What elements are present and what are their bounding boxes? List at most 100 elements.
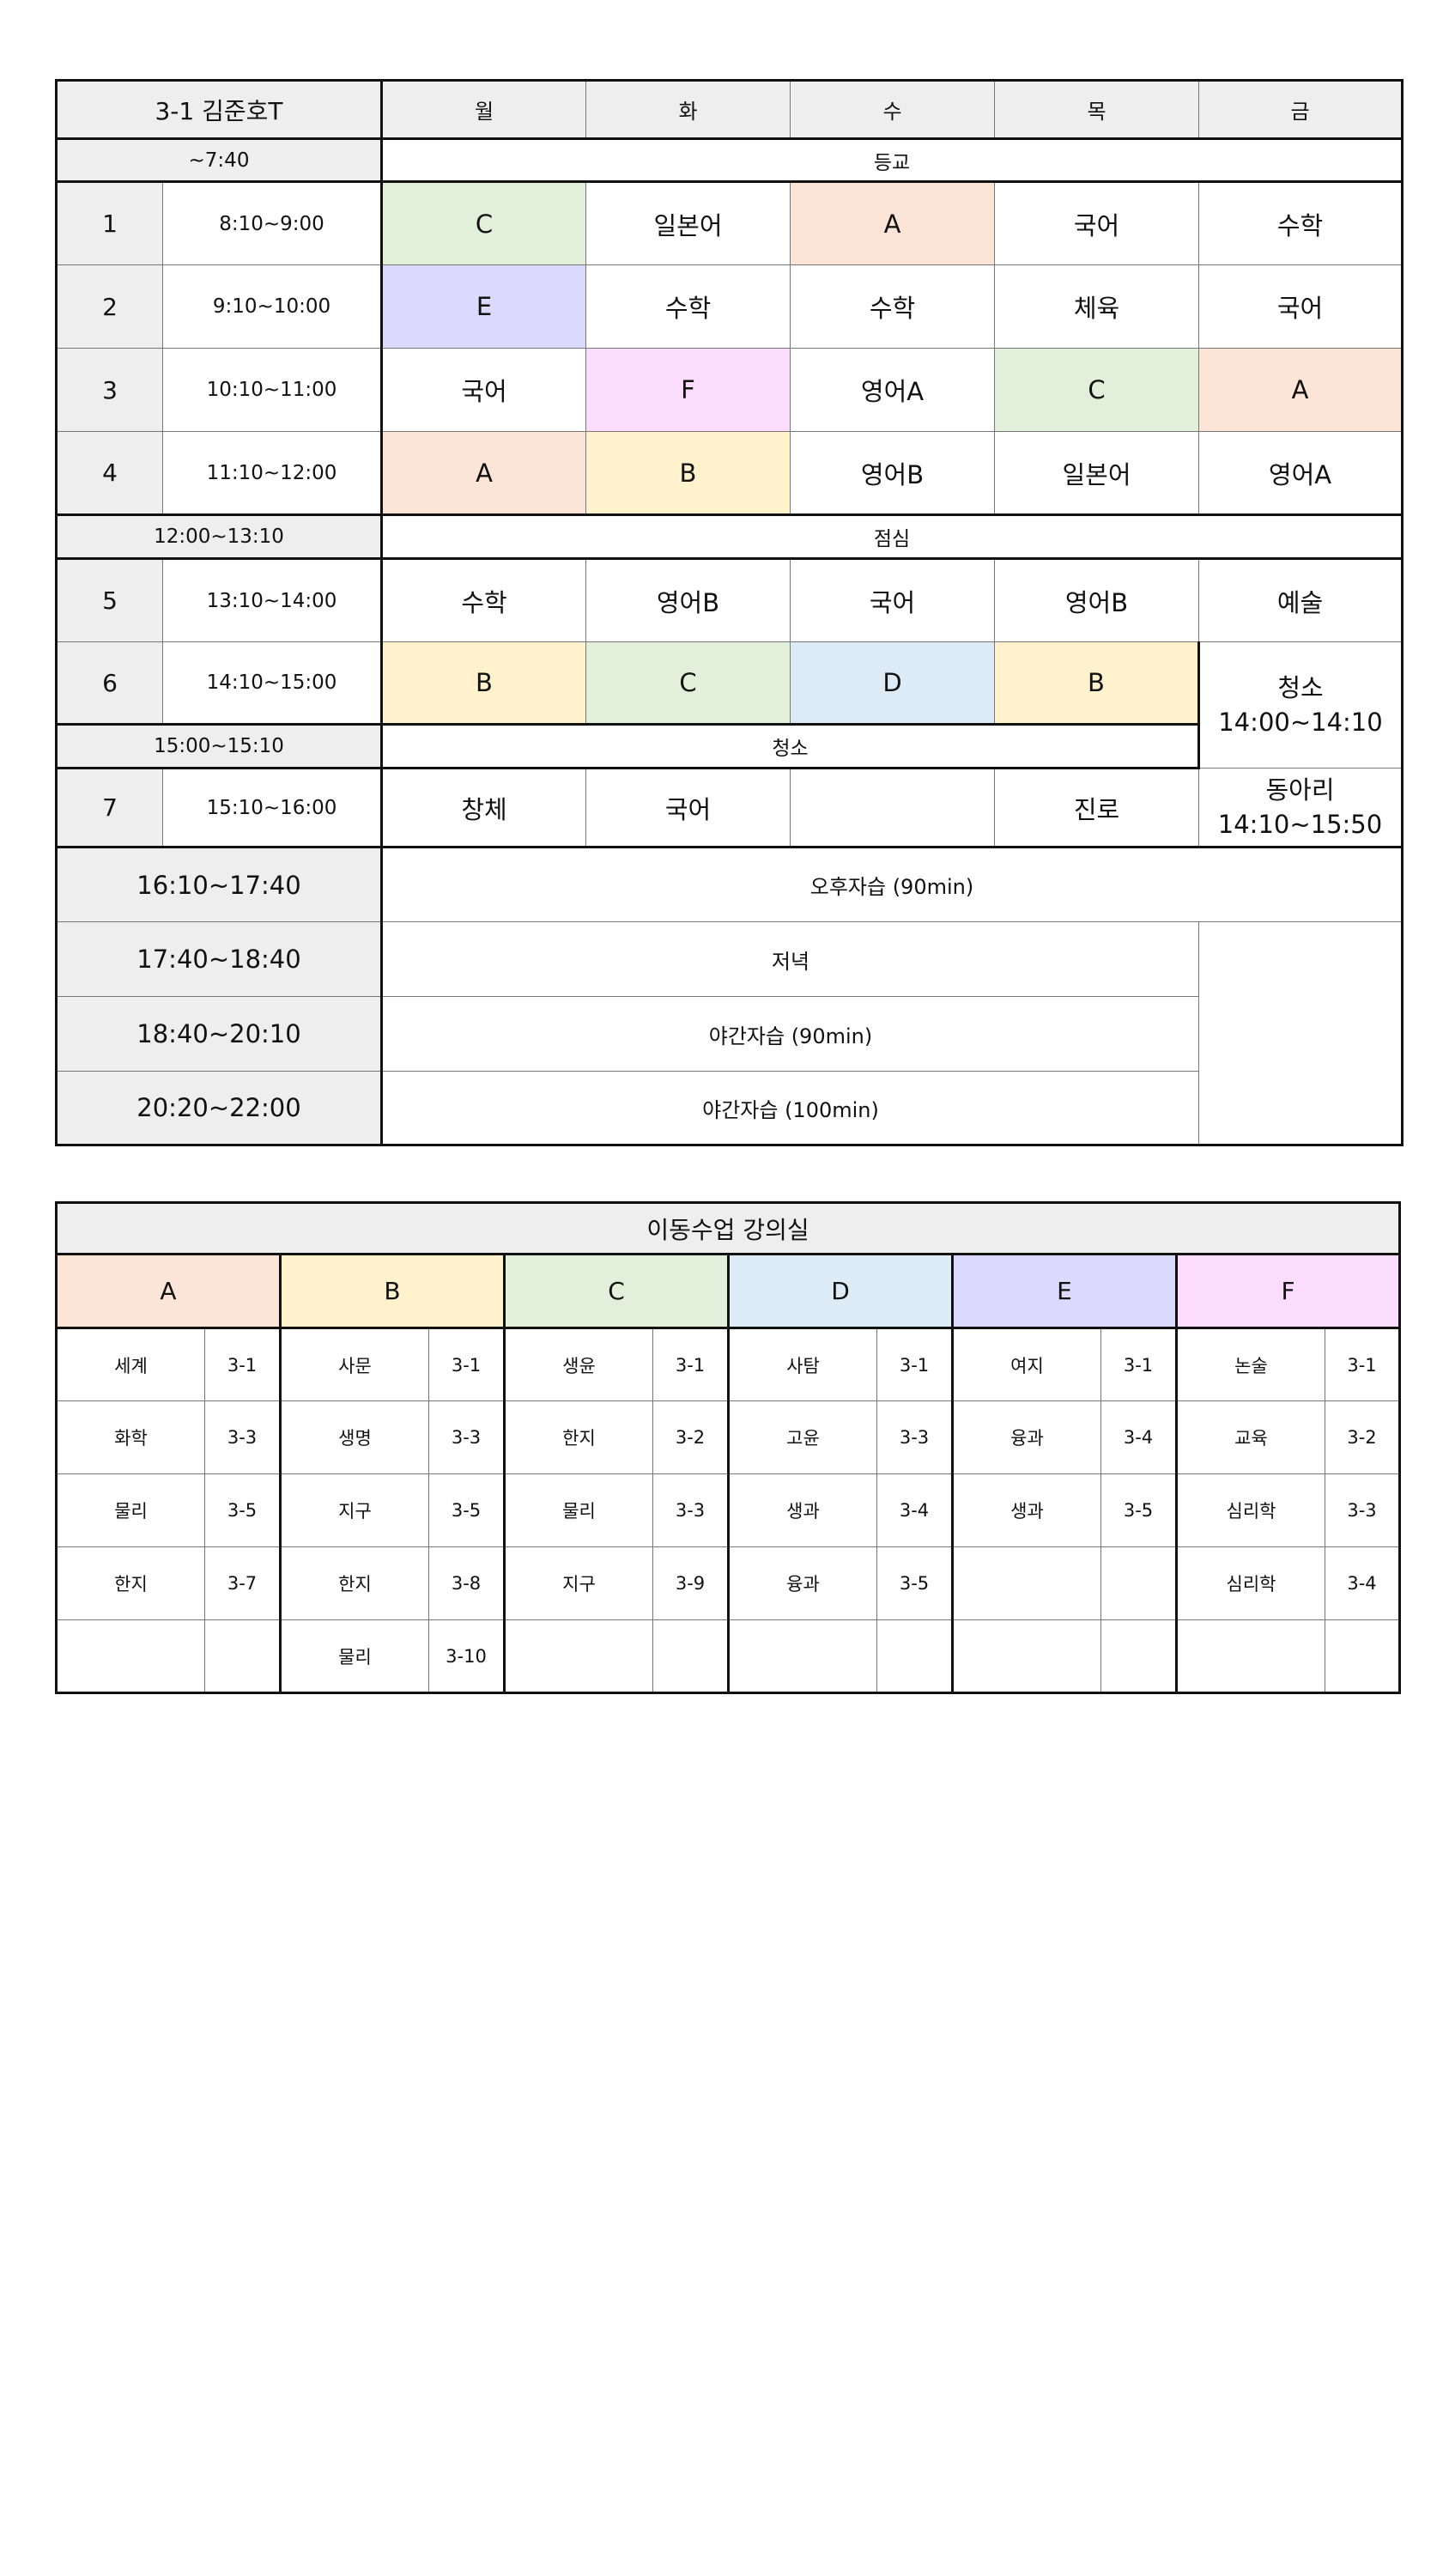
classroom-number: 3-5 [1100, 1473, 1178, 1547]
period-time: 11:10~12:00 [162, 431, 383, 516]
subject-cell: 국어 [994, 180, 1199, 265]
classroom-row: 물리 3-10 [55, 1619, 1402, 1694]
classroom-subject [504, 1619, 653, 1694]
classroom-number: 3-5 [204, 1473, 282, 1547]
day-mon: 월 [381, 79, 586, 139]
study-label: 저녁 [381, 921, 1199, 997]
classroom-number: 3-1 [876, 1327, 954, 1401]
classroom-subject: 심리학 [1176, 1473, 1325, 1547]
study-time: 16:10~17:40 [55, 847, 383, 922]
friday-cleaning-cell: 청소 14:00~14:10 [1198, 641, 1404, 769]
friday-cleaning-label: 청소 [1277, 673, 1324, 702]
subject-cell: 영어A [790, 348, 995, 432]
subject-cell: B [994, 641, 1200, 725]
friday-club-label: 동아리 [1265, 775, 1335, 805]
classroom-subject: 세계 [55, 1327, 205, 1401]
subject-cell: 수학 [1198, 180, 1404, 265]
group-header-a: A [55, 1254, 282, 1329]
subject-cell: 수학 [381, 558, 586, 642]
group-header-c: C [504, 1254, 730, 1329]
study-row: 16:10~17:40 오후자습 (90min) [55, 847, 1404, 922]
classroom-number: 3-9 [652, 1546, 730, 1620]
subject-cell: 영어B [994, 558, 1199, 642]
classroom-subject: 생명 [280, 1400, 429, 1474]
subject-cell: 영어A [1198, 431, 1404, 516]
classroom-number: 3-1 [1100, 1327, 1178, 1401]
friday-cleaning-time: 14:00~14:10 [1218, 708, 1383, 737]
timetable: 3-1 김준호T 월 화 수 목 금 ~7:40 등교 1 8:10~9:00 … [55, 79, 1404, 1146]
classroom-number [876, 1619, 954, 1694]
subject-cell: 국어 [381, 348, 586, 432]
classroom-subject: 생과 [728, 1473, 877, 1547]
subject-cell: 진로 [994, 768, 1199, 848]
classroom-subject: 생윤 [504, 1327, 653, 1401]
classroom-number: 3-3 [876, 1400, 954, 1474]
period-number: 5 [55, 558, 163, 642]
subject-cell: 수학 [790, 264, 995, 349]
classroom-number: 3-1 [1324, 1327, 1402, 1401]
group-header-e: E [952, 1254, 1178, 1329]
subject-cell: A [381, 431, 586, 516]
classroom-subject: 고윤 [728, 1400, 877, 1474]
lunch-label: 점심 [381, 514, 1404, 560]
subject-cell: C [994, 348, 1199, 432]
classroom-number: 3-1 [652, 1327, 730, 1401]
study-time: 18:40~20:10 [55, 996, 383, 1072]
classroom-row: 세계 3-1 사문 3-1 생윤 3-1 사탐 3-1 여지 3-1 논술 3-1 [55, 1327, 1402, 1401]
subject-cell: C [381, 180, 586, 265]
classroom-number: 3-2 [652, 1400, 730, 1474]
classroom-number: 3-5 [876, 1546, 954, 1620]
lunch-time: 12:00~13:10 [55, 514, 383, 560]
classroom-title-row: 이동수업 강의실 [54, 1201, 1402, 1255]
period-number: 6 [55, 641, 163, 725]
period-number: 3 [55, 348, 163, 432]
arrival-time: ~7:40 [55, 137, 383, 183]
friday-evening-blank [1198, 921, 1404, 1146]
day-fri: 금 [1198, 79, 1404, 139]
classroom-number: 3-1 [204, 1327, 282, 1401]
period-time: 15:10~16:00 [162, 768, 383, 848]
classroom-subject: 융과 [952, 1400, 1101, 1474]
study-label: 오후자습 (90min) [381, 847, 1404, 922]
day-tue: 화 [585, 79, 791, 139]
classroom-number [1100, 1619, 1178, 1694]
study-time: 20:20~22:00 [55, 1071, 383, 1146]
study-label: 야간자습 (90min) [381, 996, 1199, 1072]
classroom-subject: 지구 [504, 1546, 653, 1620]
classroom-number: 3-2 [1324, 1400, 1402, 1474]
arrival-row: ~7:40 등교 [55, 137, 1404, 183]
study-row: 17:40~18:40 저녁 [55, 921, 1404, 1146]
classroom-number [204, 1619, 282, 1694]
classroom-subject: 한지 [280, 1546, 429, 1620]
classroom-number: 3-1 [428, 1327, 506, 1401]
classroom-number: 3-4 [1100, 1400, 1178, 1474]
period-row: 5 13:10~14:00 수학 영어B 국어 영어B 예술 [55, 558, 1404, 642]
classroom-number: 3-7 [204, 1546, 282, 1620]
classroom-row: 물리 3-5 지구 3-5 물리 3-3 생과 3-4 생과 3-5 심리학 3-3 [55, 1473, 1402, 1547]
arrival-label: 등교 [381, 137, 1404, 183]
header-row: 3-1 김준호T 월 화 수 목 금 [55, 79, 1404, 139]
subject-cell: 국어 [1198, 264, 1404, 349]
classroom-title: 이동수업 강의실 [54, 1201, 1402, 1255]
friday-club-cell: 동아리 14:10~15:50 [1198, 768, 1404, 848]
classroom-subject: 생과 [952, 1473, 1101, 1547]
subject-cell: D [790, 641, 995, 725]
period-row: 2 9:10~10:00 E 수학 수학 체육 국어 [55, 264, 1404, 349]
lunch-row: 12:00~13:10 점심 [55, 514, 1404, 560]
classroom-subject: 사문 [280, 1327, 429, 1401]
classroom-subject: 화학 [55, 1400, 205, 1474]
subject-cell: 일본어 [994, 431, 1199, 516]
classroom-number: 3-3 [204, 1400, 282, 1474]
period-time: 14:10~15:00 [162, 641, 383, 725]
classroom-number: 3-4 [1324, 1546, 1402, 1620]
subject-cell: C [585, 641, 791, 725]
classroom-number: 3-5 [428, 1473, 506, 1547]
subject-cell: A [1198, 348, 1404, 432]
group-header-b: B [280, 1254, 506, 1329]
study-time: 17:40~18:40 [55, 921, 383, 997]
period-number: 2 [55, 264, 163, 349]
classroom-row: 화학 3-3 생명 3-3 한지 3-2 고윤 3-3 융과 3-4 교육 3-2 [55, 1400, 1402, 1474]
cleaning-label: 청소 [381, 723, 1200, 769]
classroom-number: 3-3 [652, 1473, 730, 1547]
